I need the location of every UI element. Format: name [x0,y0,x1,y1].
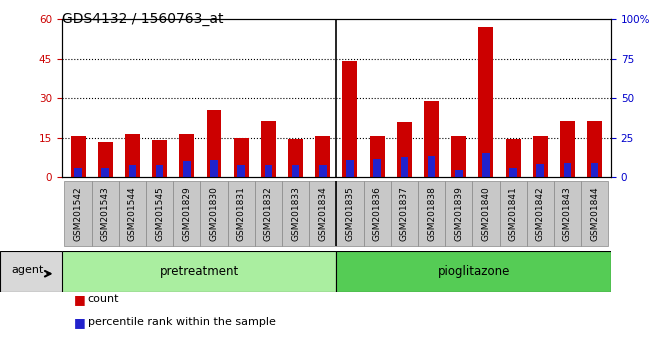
Bar [315,136,330,177]
Bar [526,181,554,246]
Text: GSM201545: GSM201545 [155,186,164,241]
Text: GSM201542: GSM201542 [73,186,83,241]
Text: GSM201832: GSM201832 [264,186,273,241]
Bar [554,181,581,246]
Text: ■: ■ [73,293,85,306]
Text: ■: ■ [73,316,85,329]
Text: GSM201833: GSM201833 [291,186,300,241]
Text: count: count [88,294,119,304]
Bar [451,136,466,177]
Bar [64,181,92,246]
Bar [309,181,337,246]
Bar [255,181,282,246]
Bar [370,136,385,177]
Bar [210,160,218,177]
Text: GSM201841: GSM201841 [508,186,517,241]
Text: GSM201836: GSM201836 [372,186,382,241]
Text: pretreatment: pretreatment [159,265,239,278]
Text: GSM201844: GSM201844 [590,186,599,241]
Bar [282,181,309,246]
Bar [343,62,358,177]
Text: GDS4132 / 1560763_at: GDS4132 / 1560763_at [62,12,223,27]
Bar [119,181,146,246]
Bar [292,165,300,177]
Bar [533,136,548,177]
Bar [510,168,517,177]
Bar [179,134,194,177]
Bar [581,181,608,246]
Bar [261,121,276,177]
Bar [288,139,303,177]
Bar [346,160,354,177]
Bar [506,139,521,177]
Text: GSM201835: GSM201835 [345,186,354,241]
Bar [62,251,337,292]
Bar [146,181,174,246]
Bar [174,181,200,246]
Bar [397,122,412,177]
Bar [482,153,489,177]
Bar [207,110,222,177]
Bar [560,121,575,177]
Bar [478,27,493,177]
Text: percentile rank within the sample: percentile rank within the sample [88,317,276,327]
Bar [152,140,167,177]
Bar [424,101,439,177]
Bar [101,168,109,177]
Text: GSM201543: GSM201543 [101,186,110,241]
Bar [418,181,445,246]
Text: GSM201837: GSM201837 [400,186,409,241]
Text: agent: agent [11,265,44,275]
Text: GSM201830: GSM201830 [209,186,218,241]
Bar [400,157,408,177]
Text: GSM201831: GSM201831 [237,186,246,241]
Bar [445,181,473,246]
Bar [428,156,436,177]
Bar [499,181,526,246]
Bar [234,138,249,177]
Text: GSM201544: GSM201544 [128,186,137,241]
Bar [237,165,245,177]
Bar [536,164,544,177]
Text: GSM201843: GSM201843 [563,186,572,241]
Bar [227,181,255,246]
Bar [591,162,599,177]
Text: GSM201840: GSM201840 [482,186,490,241]
Bar [200,181,227,246]
Text: GSM201839: GSM201839 [454,186,463,241]
Bar [373,159,381,177]
Bar [125,134,140,177]
Bar [92,181,119,246]
Bar [473,181,499,246]
Bar [337,181,363,246]
Bar [455,170,463,177]
Bar [337,251,611,292]
Bar [391,181,418,246]
Text: pioglitazone: pioglitazone [437,265,510,278]
Bar [183,161,190,177]
Bar [564,162,571,177]
Bar [129,165,136,177]
Bar [98,142,112,177]
Bar [363,181,391,246]
Text: GSM201829: GSM201829 [183,186,191,241]
Bar [265,165,272,177]
Bar [156,165,163,177]
Text: GSM201838: GSM201838 [427,186,436,241]
Text: GSM201834: GSM201834 [318,186,328,241]
Bar [587,121,602,177]
Text: GSM201842: GSM201842 [536,186,545,241]
Bar [319,165,326,177]
Bar [74,168,82,177]
Bar [71,136,86,177]
